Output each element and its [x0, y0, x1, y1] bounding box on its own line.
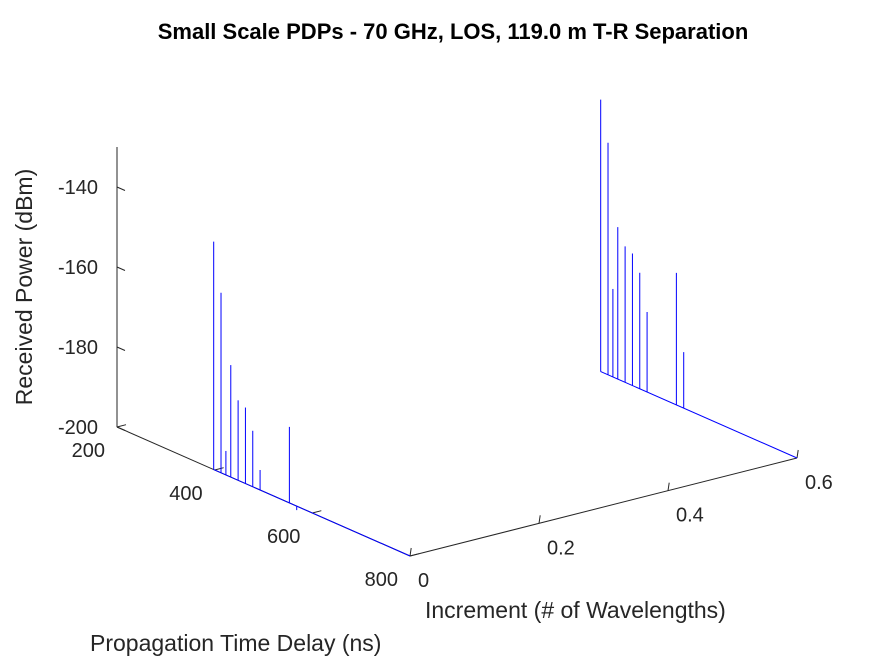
x-axis-label: Increment (# of Wavelengths) — [425, 597, 726, 623]
z-tick-label: -140 — [58, 177, 98, 199]
y-axis-label: Propagation Time Delay (ns) — [90, 630, 381, 656]
x-tick-mark — [409, 547, 412, 557]
x-axis-line — [409, 457, 798, 557]
y-tick-mark — [214, 467, 224, 471]
pdp-baseline — [213, 469, 411, 557]
x-tick-mark — [667, 482, 670, 491]
z-tick-label: -160 — [58, 257, 98, 279]
x-tick-label: 0.2 — [547, 537, 575, 559]
stems — [213, 99, 798, 557]
z-ticks: -200 -180 -160 -140 — [58, 177, 126, 439]
y-tick-mark — [409, 553, 420, 557]
y-tick-label: 200 — [72, 440, 105, 462]
z-tick-label: -180 — [58, 337, 98, 359]
y-tick-label: 800 — [365, 569, 398, 591]
y-tick-label: 600 — [267, 526, 300, 548]
z-tick-mark — [116, 266, 126, 271]
x-tick-label: 0.4 — [676, 505, 704, 527]
x-tick-mark — [538, 515, 541, 524]
z-tick-mark — [116, 426, 126, 431]
pdp-baseline — [600, 371, 798, 459]
y-ticks: 200 400 600 800 — [72, 424, 420, 591]
z-axis-label: Received Power (dBm) — [11, 169, 37, 405]
x-tick-mark — [796, 449, 799, 459]
y-tick-mark — [312, 510, 322, 514]
y-tick-mark — [116, 424, 127, 428]
chart-title: Small Scale PDPs - 70 GHz, LOS, 119.0 m … — [158, 19, 749, 44]
axes-lines — [116, 147, 798, 557]
y-tick-label: 400 — [169, 483, 202, 505]
z-tick-mark — [116, 186, 126, 191]
z-tick-label: -200 — [58, 417, 98, 439]
x-tick-label: 0 — [418, 570, 429, 592]
x-ticks: 0 0.2 0.4 0.6 — [409, 449, 833, 592]
x-tick-label: 0.6 — [805, 472, 833, 494]
z-tick-mark — [116, 346, 126, 351]
